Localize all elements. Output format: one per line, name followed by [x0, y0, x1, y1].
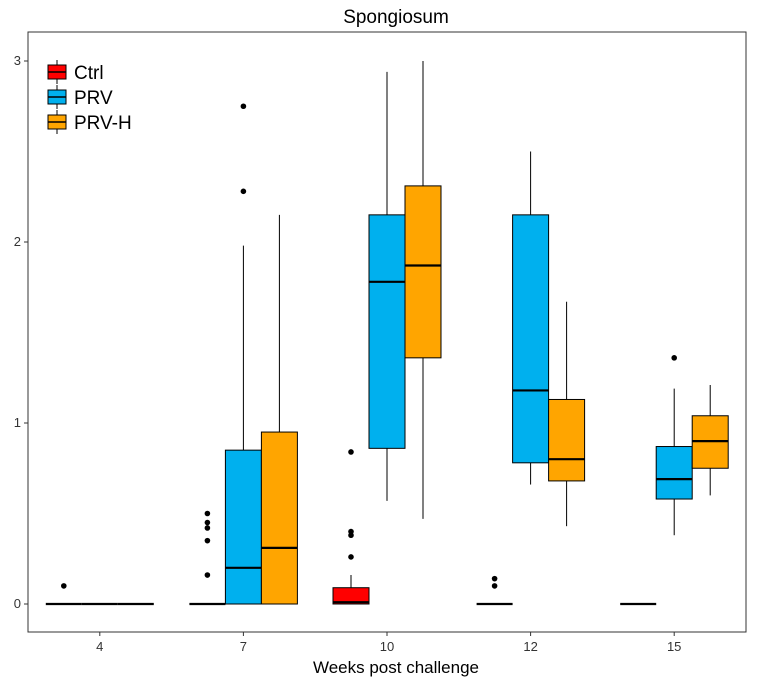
x-tick-label: 10	[380, 639, 394, 654]
outlier-point	[240, 103, 247, 110]
legend-item-prv: PRV	[47, 85, 113, 109]
outlier-point	[204, 572, 211, 578]
y-tick-label: 0	[14, 596, 21, 611]
outlier-point	[348, 449, 354, 455]
chart-marks	[45, 61, 729, 606]
outlier-point	[204, 525, 211, 531]
box-iqr	[512, 214, 550, 464]
outlier-point	[491, 583, 498, 589]
box-prv-h-week-15	[691, 384, 729, 496]
box-prv-week-12	[512, 151, 550, 485]
x-tick-label: 15	[667, 639, 681, 654]
box-iqr	[548, 398, 586, 482]
outlier-point	[204, 510, 211, 517]
box-prv-week-10	[368, 71, 406, 501]
box-prv-h-week-7	[260, 214, 298, 605]
outlier-point	[671, 355, 677, 361]
legend-item-prv-h: PRV-H	[47, 110, 132, 134]
box-iqr	[368, 214, 406, 449]
outlier-point	[61, 583, 67, 589]
x-tick-label: 7	[240, 639, 247, 654]
legend-label: PRV-H	[74, 113, 132, 134]
legend-label: PRV	[74, 88, 113, 109]
box-prv-h-week-12	[548, 301, 586, 527]
y-tick-label: 1	[14, 415, 21, 430]
box-iqr	[260, 431, 298, 605]
y-tick-label: 3	[14, 53, 21, 68]
x-axis: 4 7 10 12 15	[96, 632, 681, 654]
legend: Ctrl PRV PRV-H	[47, 60, 132, 134]
box-ctrl-week-7	[189, 510, 226, 606]
box-ctrl-week-4	[45, 583, 82, 606]
box-iqr	[332, 587, 370, 605]
outlier-point	[240, 188, 247, 195]
outlier-point	[348, 528, 354, 535]
x-tick-label: 4	[96, 639, 103, 654]
box-iqr	[404, 185, 442, 359]
box-ctrl-week-10	[332, 449, 370, 605]
y-tick-label: 2	[14, 234, 21, 249]
outlier-point	[204, 537, 211, 544]
box-iqr	[655, 446, 693, 500]
outlier-point	[204, 519, 211, 526]
y-axis: 0 1 2 3	[14, 53, 28, 611]
legend-label: Ctrl	[74, 63, 104, 84]
outlier-point	[491, 575, 498, 582]
box-prv-week-15	[655, 355, 693, 536]
x-axis-title: Weeks post challenge	[313, 658, 479, 677]
legend-item-ctrl: Ctrl	[47, 60, 104, 84]
outlier-point	[348, 554, 354, 560]
box-ctrl-week-12	[476, 575, 513, 606]
chart-title: Spongiosum	[343, 7, 449, 28]
x-tick-label: 12	[523, 639, 537, 654]
box-prv-h-week-10	[404, 61, 442, 519]
box-iqr	[224, 449, 262, 605]
